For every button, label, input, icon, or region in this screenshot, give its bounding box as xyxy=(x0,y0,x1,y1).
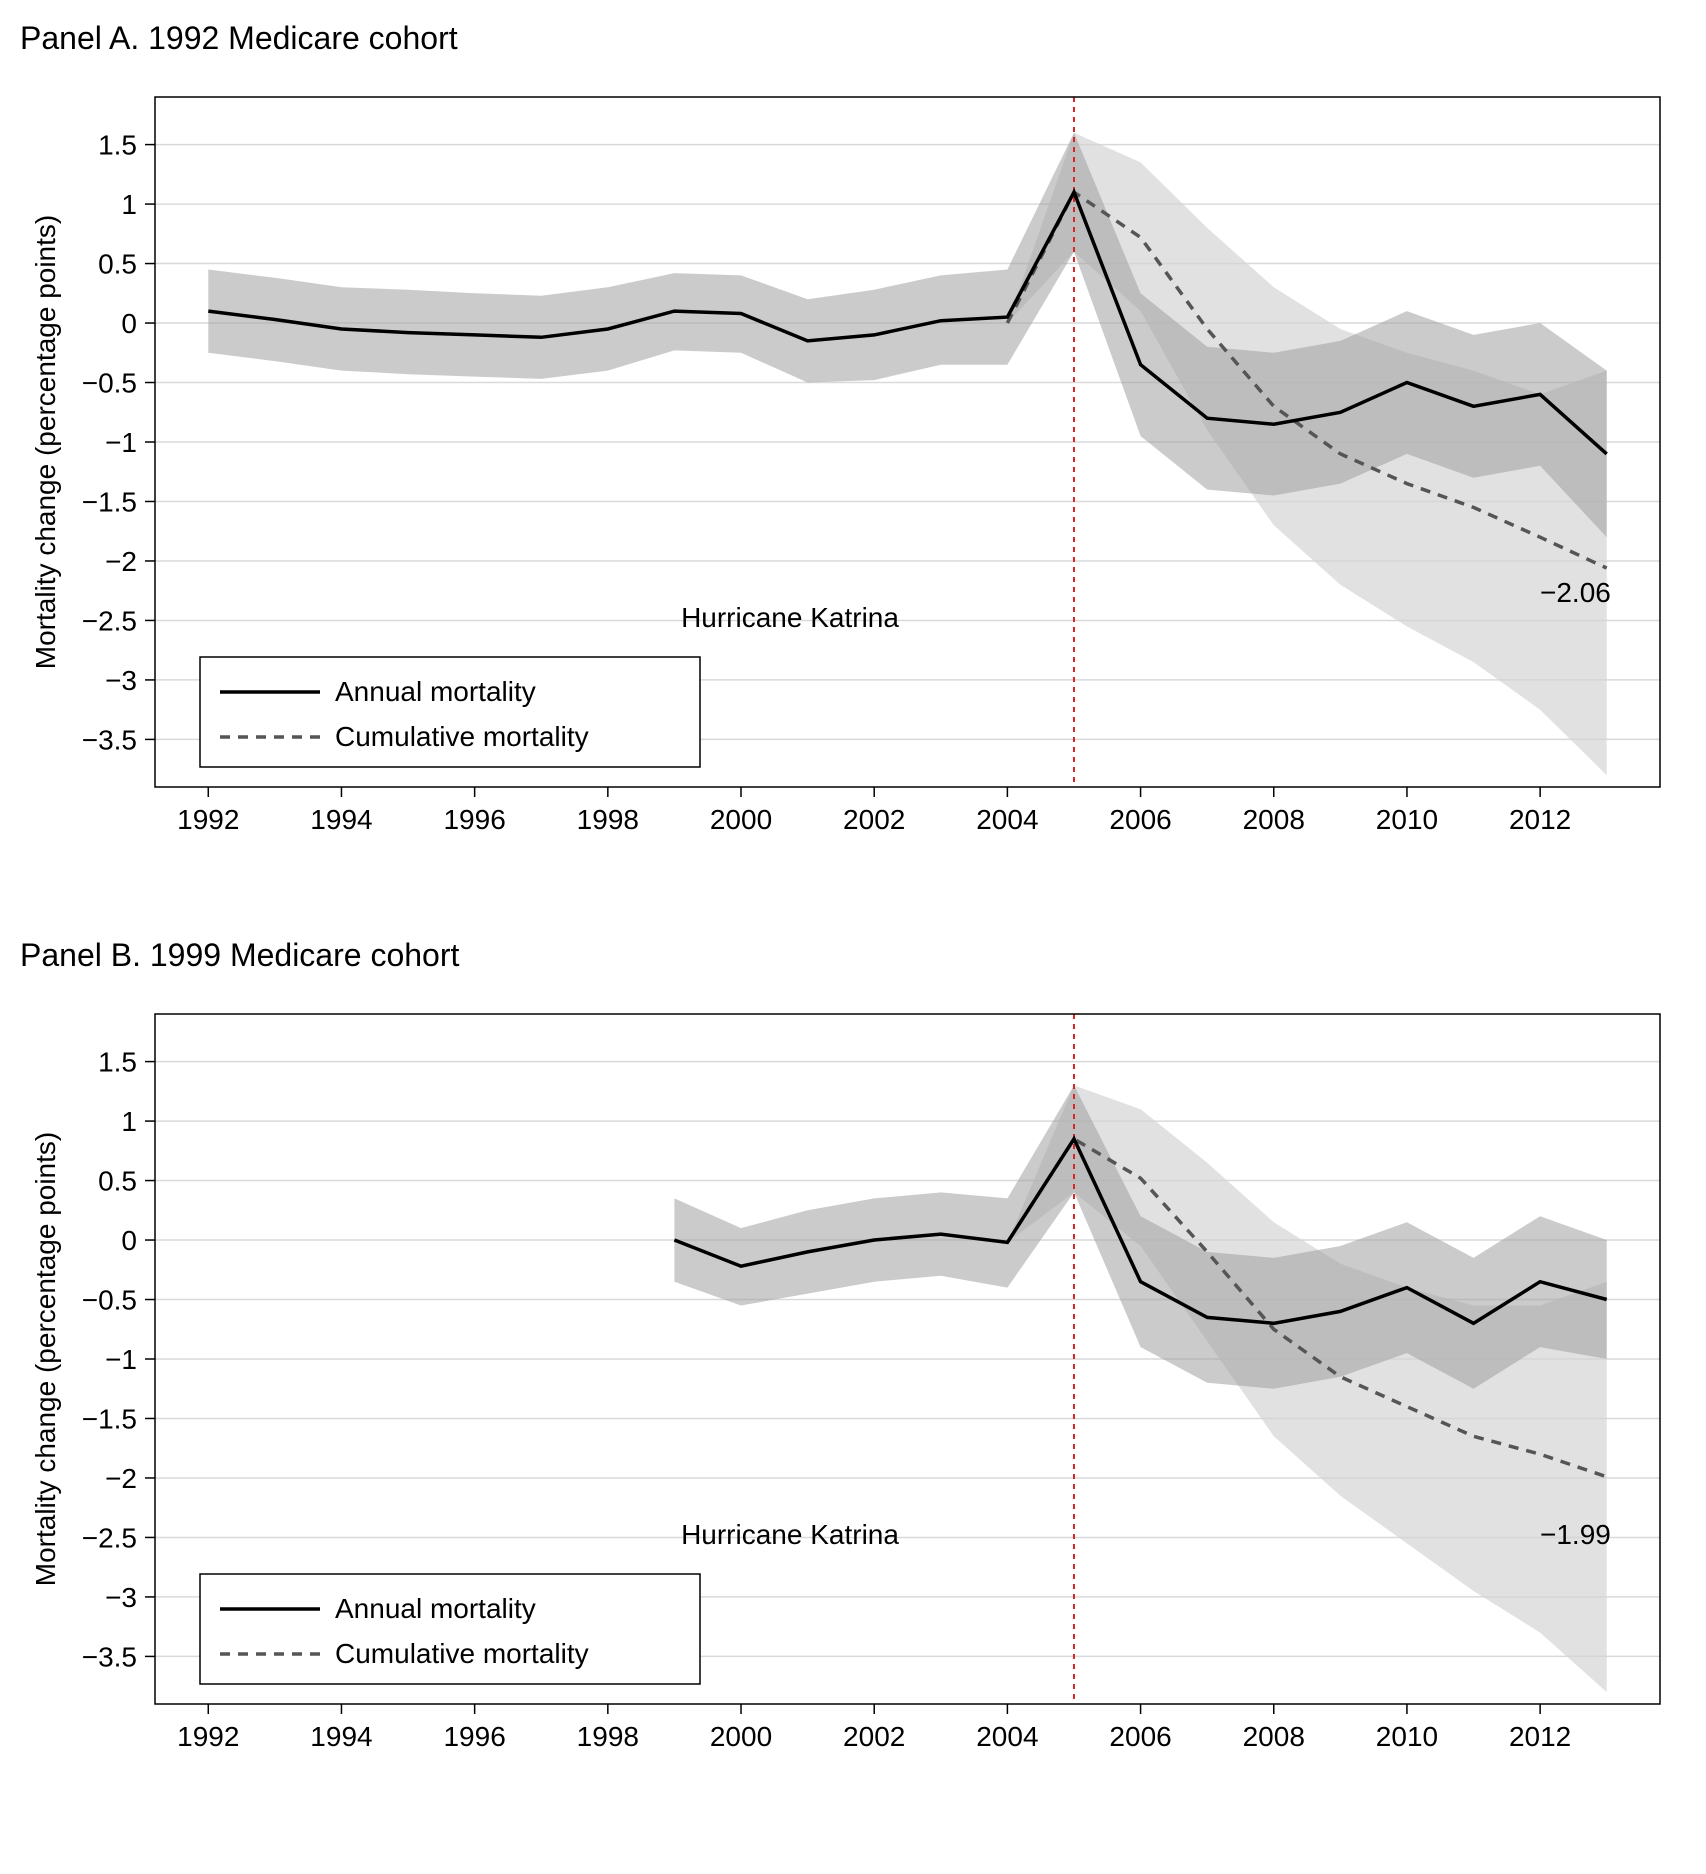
x-tick-label: 2004 xyxy=(976,1721,1038,1752)
y-tick-label: −1 xyxy=(105,1344,137,1375)
x-tick-label: 2010 xyxy=(1376,804,1438,835)
x-tick-label: 1996 xyxy=(443,804,505,835)
x-tick-label: 1996 xyxy=(443,1721,505,1752)
x-tick-label: 2002 xyxy=(843,804,905,835)
x-tick-label: 2002 xyxy=(843,1721,905,1752)
x-tick-label: 2006 xyxy=(1109,804,1171,835)
y-tick-label: −3.5 xyxy=(82,724,137,755)
x-tick-label: 2000 xyxy=(710,804,772,835)
y-tick-label: 0 xyxy=(121,308,137,339)
x-tick-label: 2000 xyxy=(710,1721,772,1752)
y-tick-label: 1.5 xyxy=(98,130,137,161)
y-tick-label: −1 xyxy=(105,427,137,458)
x-tick-label: 2008 xyxy=(1243,1721,1305,1752)
legend-label: Annual mortality xyxy=(335,1593,536,1624)
x-tick-label: 2006 xyxy=(1109,1721,1171,1752)
y-tick-label: 1 xyxy=(121,1106,137,1137)
x-tick-label: 2012 xyxy=(1509,1721,1571,1752)
y-axis-label: Mortality change (percentage points) xyxy=(30,215,61,669)
legend-label: Annual mortality xyxy=(335,676,536,707)
chart-svg: 1992 1994 1996 1998 2000 2002 2004 2006 2008 2010… xyxy=(20,67,1686,897)
x-tick-label: 1998 xyxy=(577,1721,639,1752)
panel-title: Panel A. 1992 Medicare cohort xyxy=(20,20,1686,57)
x-tick-label: 1994 xyxy=(310,1721,372,1752)
y-tick-label: 0 xyxy=(121,1225,137,1256)
y-tick-label: −2.5 xyxy=(82,1522,137,1553)
y-tick-label: 1 xyxy=(121,189,137,220)
y-tick-label: −2.5 xyxy=(82,605,137,636)
end-value-label: −2.06 xyxy=(1540,577,1611,608)
panel-title: Panel B. 1999 Medicare cohort xyxy=(20,937,1686,974)
y-tick-label: −3 xyxy=(105,665,137,696)
katrina-label: Hurricane Katrina xyxy=(681,602,899,633)
y-tick-label: −3.5 xyxy=(82,1641,137,1672)
x-tick-label: 2010 xyxy=(1376,1721,1438,1752)
x-tick-label: 1992 xyxy=(177,804,239,835)
legend-label: Cumulative mortality xyxy=(335,721,589,752)
chart-panel: Panel A. 1992 Medicare cohort19921994199… xyxy=(20,20,1686,897)
katrina-label: Hurricane Katrina xyxy=(681,1519,899,1550)
y-tick-label: 0.5 xyxy=(98,1166,137,1197)
x-tick-label: 1992 xyxy=(177,1721,239,1752)
legend-label: Cumulative mortality xyxy=(335,1638,589,1669)
y-tick-label: −1.5 xyxy=(82,486,137,517)
y-tick-label: 0.5 xyxy=(98,249,137,280)
y-tick-label: −0.5 xyxy=(82,368,137,399)
y-tick-label: −2 xyxy=(105,1463,137,1494)
x-tick-label: 2008 xyxy=(1243,804,1305,835)
y-tick-label: −1.5 xyxy=(82,1403,137,1434)
x-tick-label: 1998 xyxy=(577,804,639,835)
y-tick-label: 1.5 xyxy=(98,1047,137,1078)
chart-svg: 1992 1994 1996 1998 2000 2002 2004 2006 2008 2010… xyxy=(20,984,1686,1814)
y-tick-label: −0.5 xyxy=(82,1285,137,1316)
x-tick-label: 2012 xyxy=(1509,804,1571,835)
end-value-label: −1.99 xyxy=(1540,1519,1611,1550)
x-tick-label: 2004 xyxy=(976,804,1038,835)
chart-panel: Panel B. 1999 Medicare cohort19921994199… xyxy=(20,937,1686,1814)
y-tick-label: −3 xyxy=(105,1582,137,1613)
chart-container: Panel A. 1992 Medicare cohort19921994199… xyxy=(20,20,1686,1814)
y-axis-label: Mortality change (percentage points) xyxy=(30,1132,61,1586)
y-tick-label: −2 xyxy=(105,546,137,577)
x-tick-label: 1994 xyxy=(310,804,372,835)
